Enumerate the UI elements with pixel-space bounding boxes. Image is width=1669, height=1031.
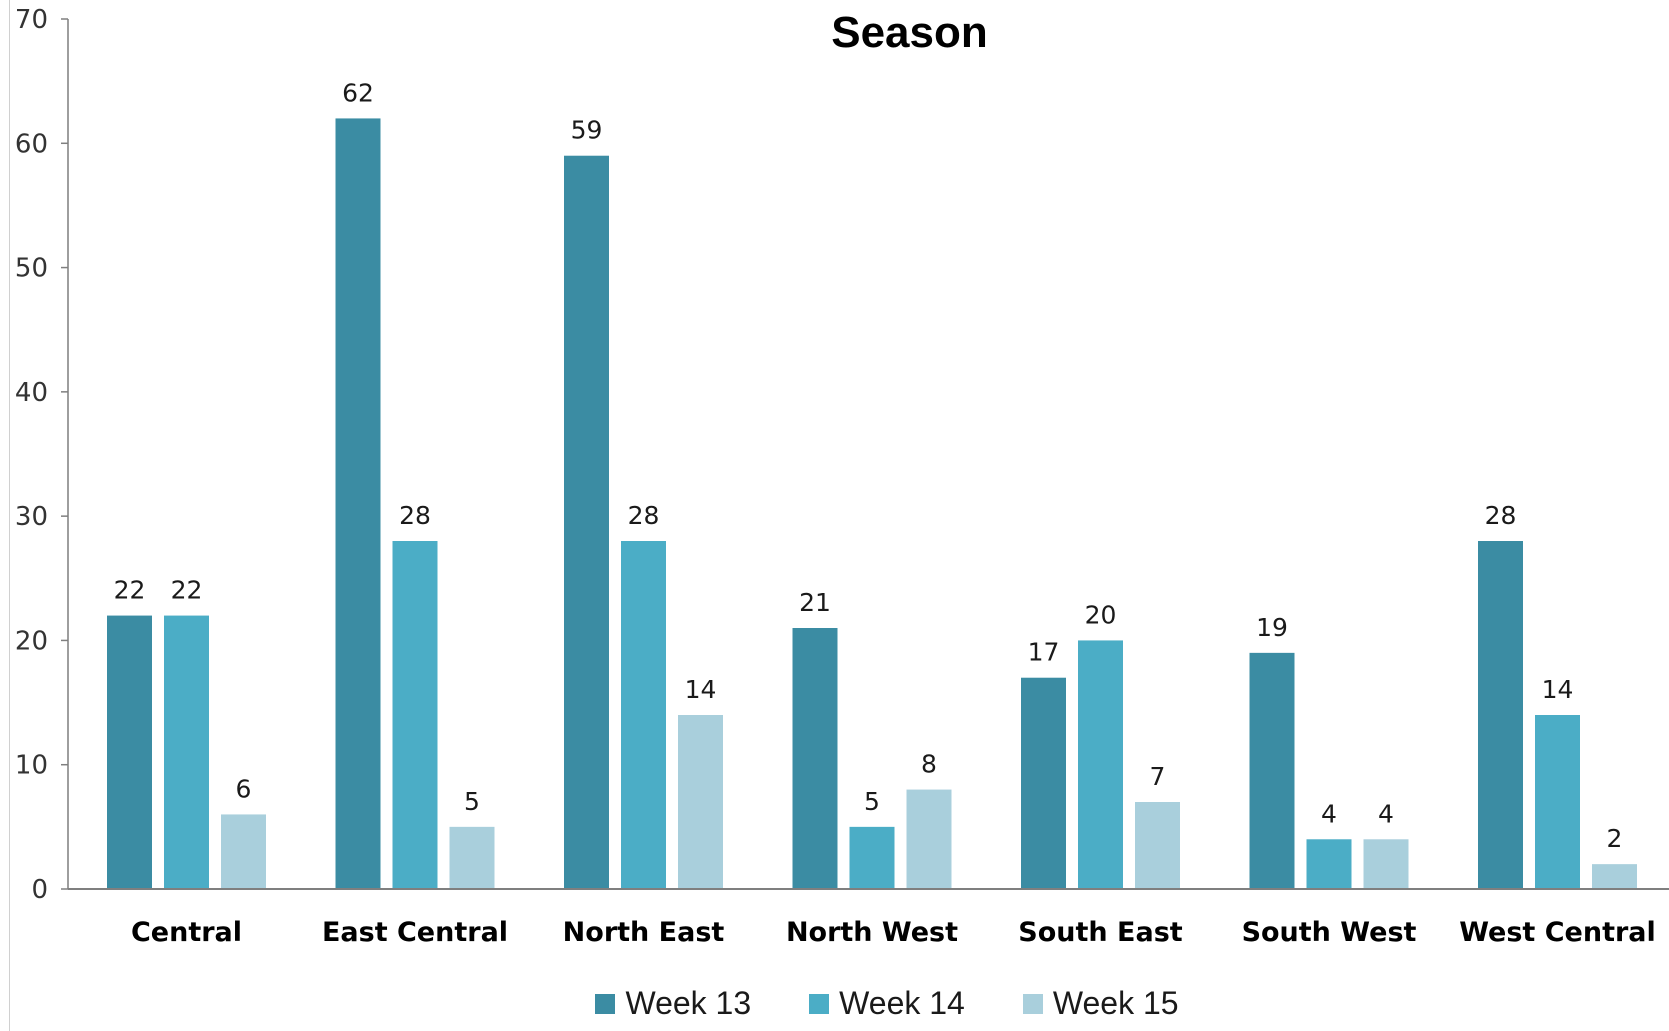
data-label: 22 bbox=[171, 576, 203, 605]
data-label: 59 bbox=[571, 116, 603, 145]
bar bbox=[849, 826, 895, 889]
bar bbox=[678, 715, 723, 889]
data-label: 2 bbox=[1607, 824, 1623, 853]
bar bbox=[564, 155, 609, 889]
bar bbox=[449, 826, 495, 889]
bar bbox=[906, 789, 952, 889]
x-tick-label: West Central bbox=[1459, 917, 1656, 948]
x-tick-label: South West bbox=[1242, 917, 1417, 948]
bar bbox=[335, 118, 381, 889]
legend-label: Week 14 bbox=[839, 985, 965, 1021]
bar bbox=[1021, 677, 1066, 889]
y-tick-label: 50 bbox=[15, 254, 48, 284]
chart-title: Season bbox=[831, 8, 988, 57]
y-tick-label: 30 bbox=[15, 502, 48, 532]
data-label: 21 bbox=[799, 588, 831, 617]
data-label: 5 bbox=[864, 787, 880, 816]
y-tick-label: 10 bbox=[15, 751, 48, 781]
bar bbox=[621, 541, 666, 889]
x-tick-label: North West bbox=[786, 917, 958, 948]
legend-label: Week 13 bbox=[625, 985, 752, 1021]
legend-item-week-15: Week 15 bbox=[1022, 985, 1179, 1022]
bar bbox=[164, 615, 209, 889]
data-label: 28 bbox=[628, 501, 660, 530]
data-label: 14 bbox=[685, 675, 717, 704]
bar bbox=[1535, 715, 1580, 889]
bar bbox=[1249, 652, 1295, 889]
bar bbox=[1363, 839, 1409, 889]
x-tick-label: Central bbox=[131, 917, 242, 948]
data-label: 22 bbox=[114, 576, 146, 605]
y-tick-label: 70 bbox=[15, 5, 48, 35]
bar bbox=[792, 628, 838, 889]
y-tick-label: 20 bbox=[15, 626, 48, 656]
y-tick-label: 60 bbox=[15, 129, 48, 159]
legend-swatch bbox=[809, 993, 830, 1014]
data-label: 5 bbox=[464, 787, 480, 816]
data-label: 62 bbox=[342, 78, 374, 107]
data-label: 17 bbox=[1028, 638, 1060, 667]
x-tick-label: South East bbox=[1018, 917, 1182, 948]
data-label: 14 bbox=[1542, 675, 1574, 704]
y-tick-label: 0 bbox=[31, 875, 48, 905]
legend-swatch bbox=[595, 993, 616, 1014]
bar bbox=[221, 814, 266, 889]
bar bbox=[107, 615, 152, 889]
bar bbox=[1478, 541, 1523, 889]
bar bbox=[1135, 802, 1180, 889]
y-tick-label: 40 bbox=[15, 378, 48, 408]
data-label: 20 bbox=[1085, 600, 1117, 629]
data-label: 4 bbox=[1321, 799, 1337, 828]
bar bbox=[392, 541, 438, 889]
data-label: 8 bbox=[921, 750, 937, 779]
legend-swatch bbox=[1022, 993, 1043, 1014]
legend-label: Week 15 bbox=[1052, 985, 1179, 1021]
bar bbox=[1592, 864, 1637, 889]
bar bbox=[1078, 640, 1123, 889]
data-label: 7 bbox=[1150, 762, 1166, 791]
data-label: 19 bbox=[1256, 613, 1288, 642]
legend-item-week-13: Week 13 bbox=[595, 985, 751, 1022]
legend-item-week-14: Week 14 bbox=[809, 985, 965, 1022]
data-label: 28 bbox=[399, 501, 431, 530]
frame-border bbox=[9, 0, 10, 1031]
x-tick-label: East Central bbox=[322, 917, 508, 948]
legend: Week 13 Week 14 Week 15 bbox=[0, 985, 1669, 1022]
x-tick-label: North East bbox=[563, 917, 725, 948]
bar bbox=[1306, 839, 1352, 889]
data-label: 4 bbox=[1378, 799, 1394, 828]
data-label: 28 bbox=[1485, 501, 1517, 530]
data-label: 6 bbox=[236, 774, 252, 803]
